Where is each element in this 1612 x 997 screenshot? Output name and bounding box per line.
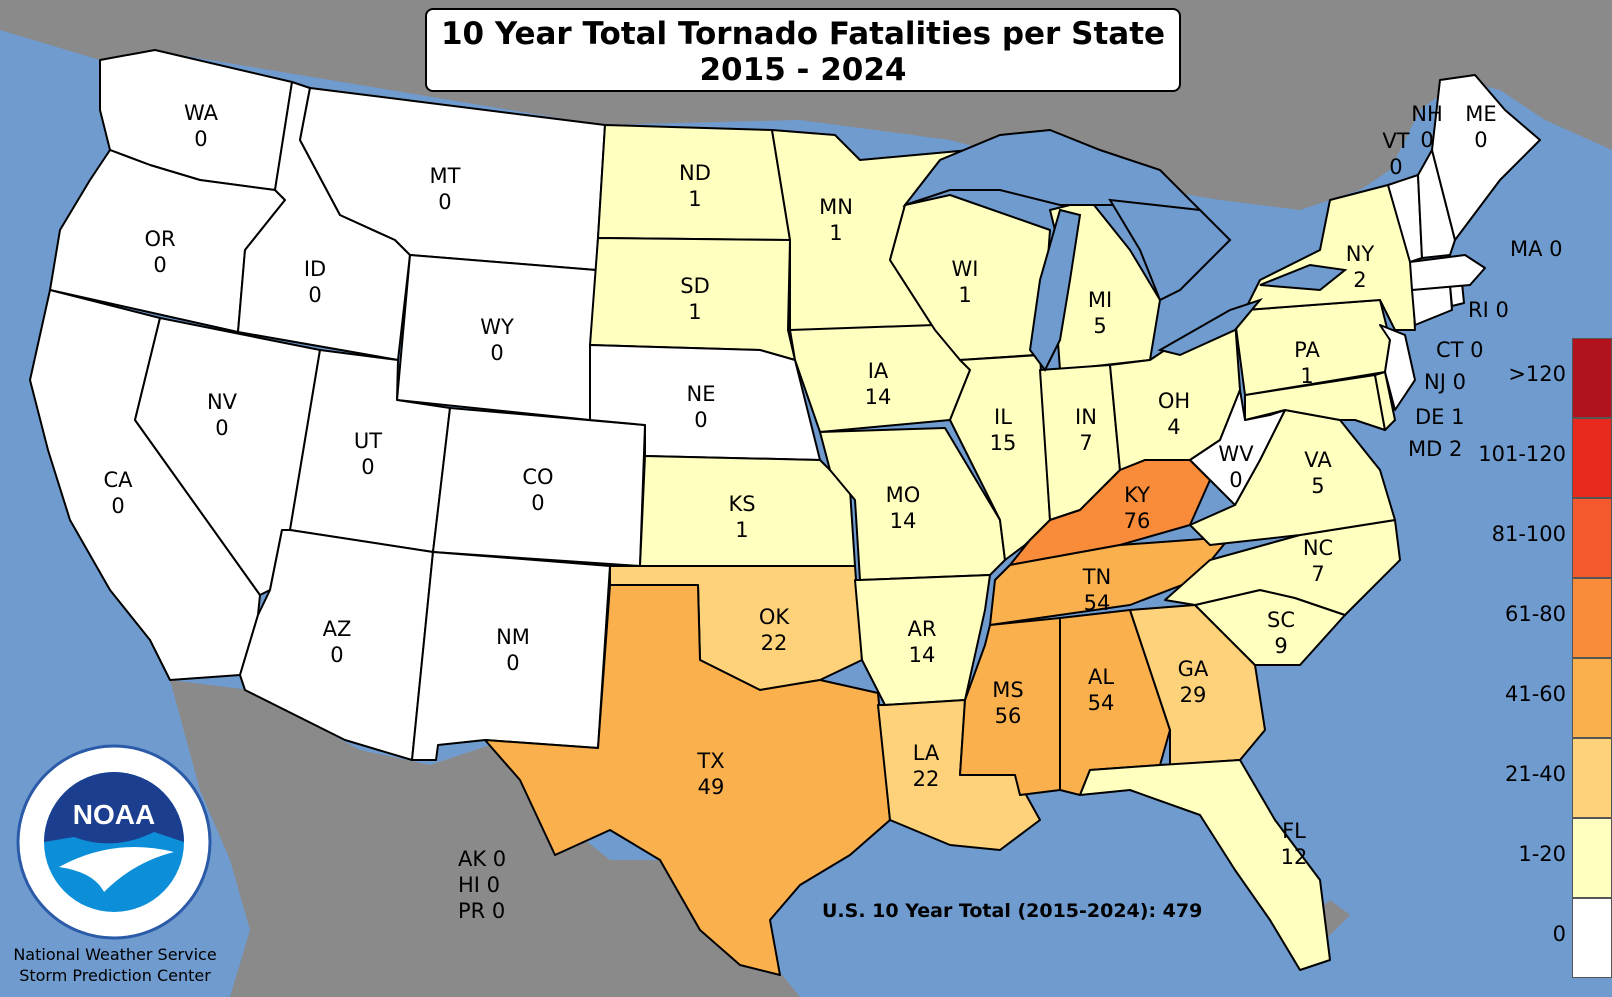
label-NV: NV 0	[206, 390, 238, 440]
us-total-label: U.S. 10 Year Total (2015-2024): 479	[822, 900, 1203, 922]
logo-gull-icon	[59, 847, 174, 892]
lake-ontario	[1259, 263, 1348, 292]
label-AR: AR 14	[907, 617, 937, 667]
label-AK: AK 0	[458, 847, 507, 871]
legend-swatch	[1572, 898, 1612, 978]
label-AL: AL 54	[1087, 665, 1115, 715]
legend-label: 41-60	[1504, 682, 1566, 706]
label-WV: WV 0	[1218, 442, 1254, 492]
label-GA: GA 29	[1177, 657, 1209, 707]
noaa-logo: NOAA	[16, 744, 212, 940]
mexico-land	[170, 680, 800, 997]
canada-land	[0, 0, 1612, 210]
legend-label: >120	[1508, 362, 1566, 386]
baja-peninsula	[170, 680, 300, 997]
label-IA: IA 14	[864, 359, 892, 409]
legend: >120 101-120 81-100 61-80 41-60 21-40 1-20 0	[1478, 338, 1612, 978]
label-KY: KY 76	[1123, 483, 1151, 533]
credit-line-2: Storm Prediction Center	[19, 966, 211, 985]
label-HI: HI 0	[458, 873, 501, 897]
label-OR: OR 0	[144, 227, 176, 277]
legend-swatch	[1572, 578, 1612, 658]
state-NH[interactable]	[1417, 149, 1456, 259]
label-MS: MS 56	[992, 678, 1024, 728]
credit-line-1: National Weather Service	[13, 945, 217, 964]
label-CT: CT 0	[1436, 338, 1484, 362]
label-MT: MT 0	[429, 164, 461, 214]
state-NC[interactable]	[1164, 519, 1401, 616]
legend-swatch	[1572, 818, 1612, 898]
label-NY: NY 2	[1345, 242, 1375, 292]
label-ND: ND 1	[679, 161, 711, 211]
legend-label: 21-40	[1504, 762, 1566, 786]
legend-swatch	[1572, 418, 1612, 498]
legend-label: 101-120	[1478, 442, 1566, 466]
label-MA: MA 0	[1510, 237, 1563, 261]
legend-label: 0	[1552, 922, 1566, 946]
label-MI: MI 5	[1087, 288, 1113, 338]
label-NM: NM 0	[496, 625, 530, 675]
label-IL: IL 15	[989, 405, 1017, 455]
state-MA[interactable]	[1409, 254, 1486, 291]
label-MN: MN 1	[819, 195, 853, 245]
lake-michigan	[1028, 208, 1082, 372]
label-TN: TN 54	[1082, 565, 1112, 615]
state-TN[interactable]	[989, 536, 1231, 626]
legend-swatch	[1572, 738, 1612, 818]
state-KS[interactable]	[639, 455, 856, 567]
label-IN: IN 7	[1075, 405, 1097, 455]
label-CA: CA 0	[103, 468, 133, 518]
label-WY: WY 0	[480, 315, 514, 365]
state-NM[interactable]	[411, 551, 611, 761]
state-TX[interactable]	[484, 584, 891, 976]
label-RI: RI 0	[1468, 298, 1509, 322]
label-MD: MD 2	[1408, 437, 1463, 461]
legend-label: 81-100	[1491, 522, 1566, 546]
label-ID: ID 0	[303, 257, 327, 307]
state-ME[interactable]	[1431, 74, 1541, 241]
map-subtitle: 2015 - 2024	[699, 52, 907, 88]
legend-swatch	[1572, 658, 1612, 738]
label-PA: PA 1	[1294, 338, 1320, 388]
label-MO: MO 14	[885, 483, 921, 533]
label-NE: NE 0	[686, 382, 716, 432]
label-WA: WA 0	[184, 101, 218, 151]
label-NJ: NJ 0	[1424, 370, 1466, 394]
map-title: 10 Year Total Tornado Fatalities per Sta…	[440, 16, 1166, 52]
label-UT: UT 0	[353, 429, 383, 479]
label-NC: NC 7	[1302, 536, 1334, 586]
label-AZ: AZ 0	[322, 617, 352, 667]
state-NJ[interactable]	[1379, 324, 1416, 411]
label-SD: SD 1	[680, 274, 710, 324]
label-LA: LA 22	[912, 741, 940, 791]
label-VA: VA 5	[1304, 448, 1332, 498]
label-ME: ME 0	[1465, 102, 1497, 152]
label-OH: OH 4	[1157, 389, 1191, 439]
legend-swatch	[1572, 498, 1612, 578]
label-WI: WI 1	[951, 257, 979, 307]
label-CO: CO 0	[522, 465, 554, 515]
legend-swatch	[1572, 338, 1612, 418]
nws-credit: National Weather Service Storm Predictio…	[6, 944, 224, 986]
label-FL: FL 12	[1280, 819, 1308, 869]
label-SC: SC 9	[1267, 608, 1295, 658]
logo-upper-band	[44, 772, 184, 844]
lake-huron	[1108, 198, 1232, 302]
label-PR: PR 0	[458, 899, 506, 923]
label-KS: KS 1	[728, 492, 756, 542]
label-NH: NH 0	[1411, 102, 1443, 152]
legend-label: 1-20	[1518, 842, 1566, 866]
label-DE: DE 1	[1415, 405, 1465, 429]
map-title-box: 10 Year Total Tornado Fatalities per Sta…	[425, 8, 1181, 92]
label-VT: VT 0	[1382, 129, 1410, 179]
lake-superior	[902, 128, 1203, 212]
state-FL[interactable]	[1079, 759, 1331, 971]
legend-label: 61-80	[1504, 602, 1566, 626]
logo-wordmark: NOAA	[73, 799, 155, 830]
label-TX: TX 49	[697, 749, 725, 799]
label-OK: OK 22	[758, 605, 790, 655]
lake-erie	[1157, 297, 1264, 357]
